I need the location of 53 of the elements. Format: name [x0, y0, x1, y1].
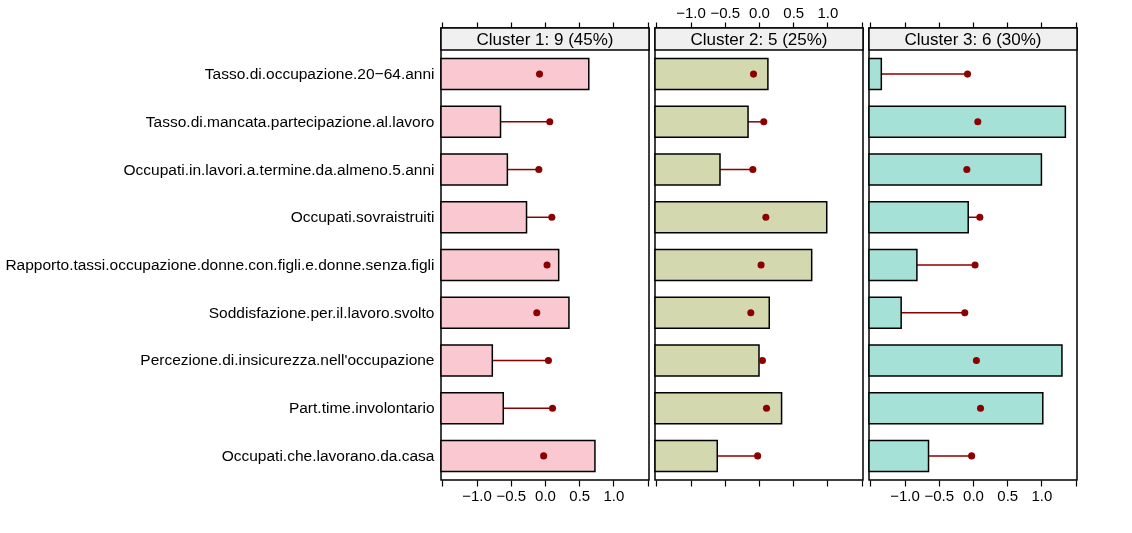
point: [760, 118, 768, 126]
point: [533, 309, 541, 317]
y-tick-label: Occupati.sovraistruiti: [290, 208, 435, 226]
x-tick-label: 0.5: [569, 486, 591, 504]
point: [963, 166, 971, 174]
point: [548, 404, 557, 412]
x-tick-label: 0.0: [963, 486, 984, 504]
x-tick-label: 0.5: [997, 486, 1019, 504]
x-tick-label: 0.0: [535, 486, 556, 504]
point: [762, 213, 770, 221]
y-tick-label: Occupati.in.lavori.a.termine.da.almeno.5.anni: [123, 160, 435, 178]
y-tick-label: Soddisfazione.per.il.lavoro.svolto: [208, 303, 435, 321]
point: [976, 404, 985, 412]
chart-title: Cluster 2: 5 (25%): [690, 30, 828, 49]
x-tick-label: −1.0: [890, 486, 920, 504]
y-tick-label: Percezione.di.insicurezza.nell'occupazione: [140, 351, 435, 369]
x-tick-label: 1.0: [1031, 486, 1053, 504]
y-tick-label: Occupati.che.lavorano.da.casa: [221, 446, 435, 464]
chart-title: Cluster 1: 9 (45%): [476, 30, 614, 49]
y-tick-label: Part.time.involontario: [288, 399, 435, 417]
x-tick-label: −1.0: [676, 3, 706, 21]
x-tick-label: 1.0: [817, 3, 839, 21]
point: [974, 118, 982, 126]
y-tick-label: Rapporto.tassi.occupazione.donne.con.figli.e.donne.senza.figli: [5, 256, 435, 273]
point: [762, 404, 771, 412]
point: [749, 70, 758, 78]
point: [972, 356, 980, 364]
x-tick-label: −0.5: [496, 486, 527, 504]
x-tick-label: −0.5: [710, 3, 741, 21]
y-tick-label: Tasso.di.mancata.partecipazione.al.lavoro: [145, 112, 435, 130]
point: [548, 213, 556, 221]
point: [976, 213, 984, 221]
point: [971, 261, 979, 269]
x-tick-label: 0.0: [749, 3, 770, 21]
chart-title: Cluster 3: 6 (30%): [904, 30, 1042, 49]
y-tick-label: Tasso.di.occupazione.20−64.anni: [204, 65, 435, 83]
point: [961, 309, 969, 317]
x-tick-label: 0.5: [783, 3, 805, 21]
point: [963, 70, 972, 78]
point: [747, 309, 755, 317]
point: [749, 166, 757, 174]
point: [540, 452, 548, 460]
point: [546, 118, 554, 126]
point: [543, 261, 551, 269]
point: [754, 452, 762, 460]
x-tick-label: 1.0: [603, 486, 625, 504]
point: [968, 452, 976, 460]
point: [535, 70, 544, 78]
point: [544, 356, 552, 364]
point: [535, 166, 543, 174]
x-tick-label: −1.0: [462, 486, 492, 504]
point: [757, 261, 765, 269]
x-tick-label: −0.5: [924, 486, 955, 504]
